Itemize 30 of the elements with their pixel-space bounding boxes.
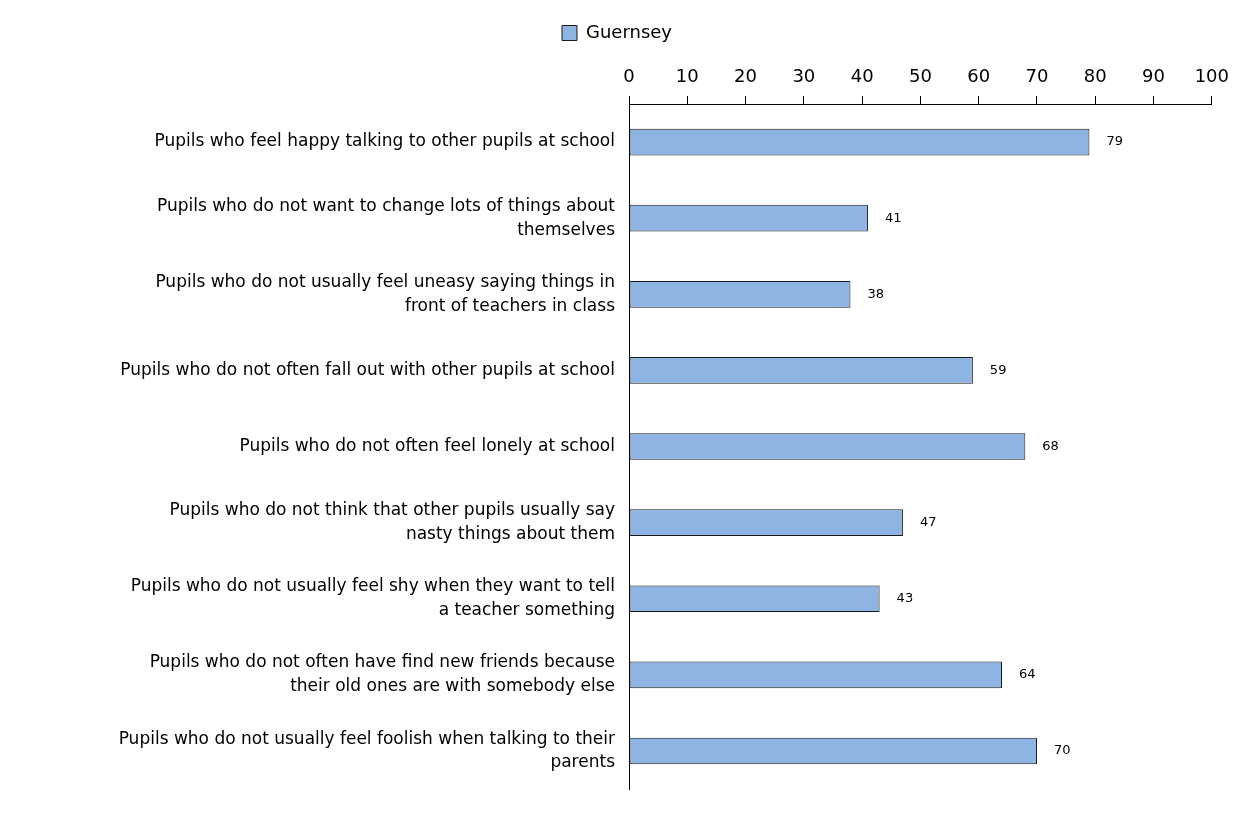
x-tick-label: 50 [908,64,932,86]
y-tick-label: Pupils who do not usually feel foolish when talking to their parents [118,727,616,772]
x-tick-label: 60 [967,64,991,86]
x-tick-label: 90 [1142,64,1165,86]
y-tick-label: Pupils who do not often fall out with other pupils at school [120,358,615,379]
y-tick-label: Pupils who do not usually feel uneasy saying things in front of teachers in class [155,270,616,315]
y-tick-label: Pupils who feel happy talking to other pupils at school [154,130,615,151]
data-label: 79 [1106,133,1123,149]
x-tick-label: 70 [1025,64,1049,86]
y-tick-label: Pupils who do not often have find new friends because their old ones are with somebody else [149,651,615,696]
x-tick-label: 80 [1083,64,1107,86]
data-label: 64 [1019,666,1036,682]
y-tick-label: Pupils who do not usually feel shy when they want to tell a teacher something [130,575,615,620]
data-label: 70 [1053,742,1071,758]
y-tick-label: Pupils who do not want to change lots of things about themselves [156,194,616,239]
data-label: 38 [867,285,885,301]
data-label: 43 [896,590,914,606]
data-label: 59 [989,361,1007,377]
y-tick-label: Pupils who do not often feel lonely at school [239,434,615,455]
x-tick-label: 40 [850,64,874,86]
data-label: 41 [884,209,902,225]
y-tick-label: Pupils who do not think that other pupils usually say nasty things about them [169,499,615,543]
x-tick-label: 0 [623,64,635,86]
x-tick-label: 100 [1194,64,1229,86]
x-tick-label: 10 [675,64,699,86]
legend-label: Guernsey [585,20,673,42]
data-label: 68 [1042,437,1059,453]
x-tick-label: 20 [734,64,758,86]
x-tick-label: 30 [792,64,816,86]
data-label: 47 [919,514,937,530]
